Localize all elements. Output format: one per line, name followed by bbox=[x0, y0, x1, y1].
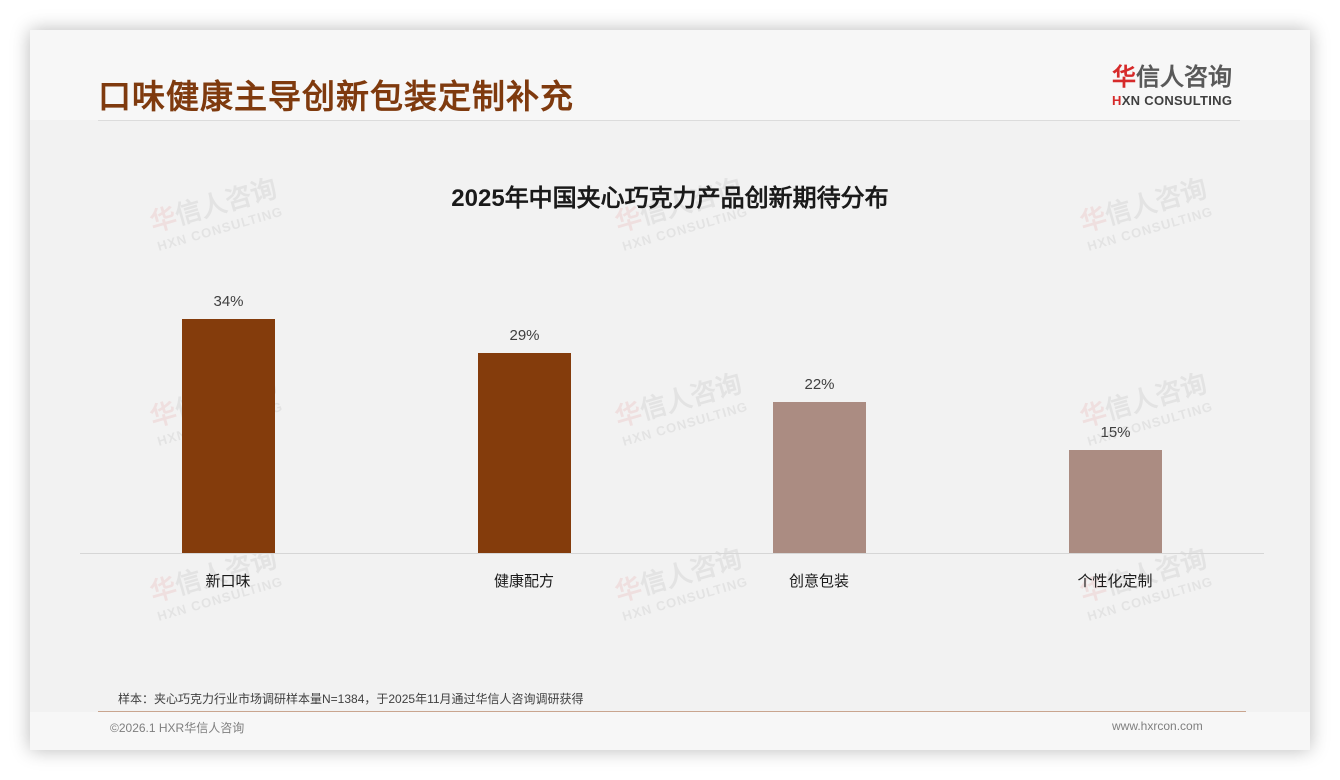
bar bbox=[478, 353, 571, 553]
header-divider bbox=[98, 120, 1240, 121]
header-band bbox=[30, 30, 1310, 120]
slide-card: 华信人咨询 HXN CONSULTING 华信人咨询 HXN CONSULTIN… bbox=[30, 30, 1310, 750]
footer-band bbox=[30, 712, 1310, 750]
website-link[interactable]: www.hxrcon.com bbox=[1112, 719, 1203, 733]
source-note: 样本：夹心巧克力行业市场调研样本量N=1384，于2025年11月通过华信人咨询… bbox=[118, 692, 584, 706]
footer-divider bbox=[98, 711, 1246, 712]
logo-cn: 华信人咨询 bbox=[1112, 64, 1232, 91]
bar bbox=[1069, 449, 1162, 553]
chart-title: 2025年中国夹心巧克力产品创新期待分布 bbox=[451, 185, 889, 212]
bar-chart-plot: 34% 29% 22% 15% bbox=[80, 230, 1264, 553]
bar-value-label: 29% bbox=[509, 327, 540, 345]
page-title: 口味健康主导创新包装定制补充 bbox=[98, 78, 574, 115]
bar-group: 34% bbox=[182, 293, 275, 553]
bar-group: 29% bbox=[478, 327, 571, 553]
copyright: ©2026.1 HXR华信人咨询 bbox=[110, 721, 245, 735]
company-logo: 华信人咨询 HXN CONSULTING bbox=[1112, 64, 1242, 108]
bar-value-label: 34% bbox=[213, 293, 244, 311]
x-axis-baseline bbox=[80, 553, 1264, 554]
bar-value-label: 22% bbox=[804, 375, 835, 393]
bar bbox=[773, 401, 866, 553]
bar-value-label: 15% bbox=[1100, 423, 1131, 441]
category-label: 创意包装 bbox=[788, 573, 849, 590]
bar-group: 15% bbox=[1069, 424, 1162, 553]
category-label: 新口味 bbox=[205, 573, 251, 590]
bar-group: 22% bbox=[773, 376, 866, 553]
bar bbox=[182, 319, 275, 553]
logo-en: HXN CONSULTING bbox=[1112, 93, 1233, 108]
category-label: 个性化定制 bbox=[1077, 573, 1153, 590]
category-label: 健康配方 bbox=[493, 573, 554, 590]
